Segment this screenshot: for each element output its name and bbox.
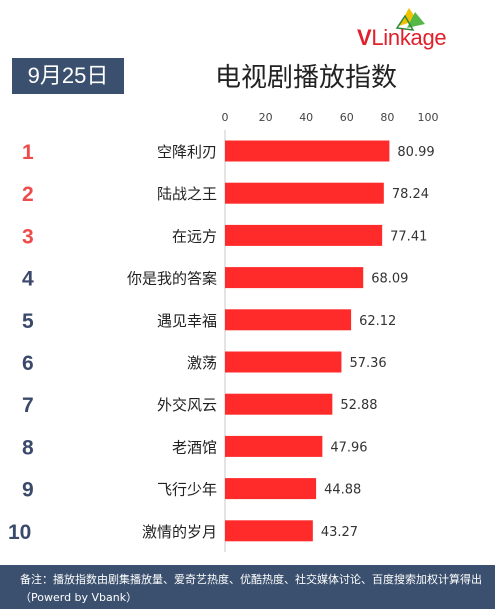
category-label: 你是我的答案 <box>127 270 217 288</box>
category-label: 激情的岁月 <box>142 523 217 541</box>
category-label: 外交风云 <box>157 396 217 414</box>
rank-label: 1 <box>22 141 34 164</box>
rank-label: 8 <box>22 436 34 459</box>
rank-label: 6 <box>22 352 34 375</box>
x-tick-label: 60 <box>340 111 354 124</box>
value-label: 57.36 <box>349 356 386 371</box>
value-label: 78.24 <box>392 187 429 202</box>
footnote-text: 备注：播放指数由剧集播放量、爱奇艺热度、优酷热度、社交媒体讨论、百度搜索加权计算… <box>20 573 482 604</box>
value-label: 62.12 <box>359 314 396 329</box>
value-label: 80.99 <box>397 145 434 160</box>
bar-chart: 0 20 40 60 80 100 1 空降利刃 80.99 2 陆战之王 78.24 3 在远方 77.4… <box>8 111 439 552</box>
vlinkage-logo: VLinkage <box>357 6 477 50</box>
category-label: 飞行少年 <box>157 481 217 499</box>
rank-label: 10 <box>8 521 31 544</box>
bar <box>225 182 384 204</box>
category-label: 遇见幸福 <box>157 312 217 330</box>
value-label: 52.88 <box>340 398 377 413</box>
rank-label: 7 <box>22 394 34 417</box>
category-label: 激荡 <box>187 354 217 372</box>
category-label: 老酒馆 <box>172 438 217 456</box>
value-label: 77.41 <box>390 229 427 244</box>
x-tick-label: 0 <box>222 111 229 124</box>
bar <box>225 309 352 331</box>
logo-mark-icon <box>395 8 425 31</box>
category-label: 在远方 <box>172 227 217 245</box>
rank-label: 3 <box>22 225 34 248</box>
category-label: 陆战之王 <box>157 185 217 203</box>
bar <box>225 140 390 162</box>
bar <box>225 224 383 246</box>
bar <box>225 351 342 373</box>
value-label: 43.27 <box>321 525 358 540</box>
logo-text-rest: Linkage <box>371 25 447 50</box>
logo-text-v: V <box>357 25 372 50</box>
date-badge: 9月25日 <box>12 58 124 94</box>
bar <box>225 520 313 542</box>
category-label: 空降利刃 <box>157 143 217 161</box>
rank-label: 9 <box>22 479 34 502</box>
value-label: 68.09 <box>371 272 408 287</box>
rank-label: 4 <box>22 268 34 291</box>
x-tick-label: 80 <box>380 111 394 124</box>
value-label: 44.88 <box>324 483 361 498</box>
bar <box>225 435 323 457</box>
x-tick-label: 20 <box>259 111 273 124</box>
chart-title: 电视剧播放指数 <box>214 63 397 93</box>
bar <box>225 267 364 289</box>
x-tick-label: 100 <box>418 111 439 124</box>
rank-label: 2 <box>22 183 34 206</box>
footnote-bar: 备注：播放指数由剧集播放量、爱奇艺热度、优酷热度、社交媒体讨论、百度搜索加权计算… <box>0 565 495 609</box>
bar <box>225 393 333 415</box>
x-tick-label: 40 <box>299 111 313 124</box>
bar <box>225 478 317 500</box>
value-label: 47.96 <box>330 440 367 455</box>
rank-label: 5 <box>22 310 34 333</box>
